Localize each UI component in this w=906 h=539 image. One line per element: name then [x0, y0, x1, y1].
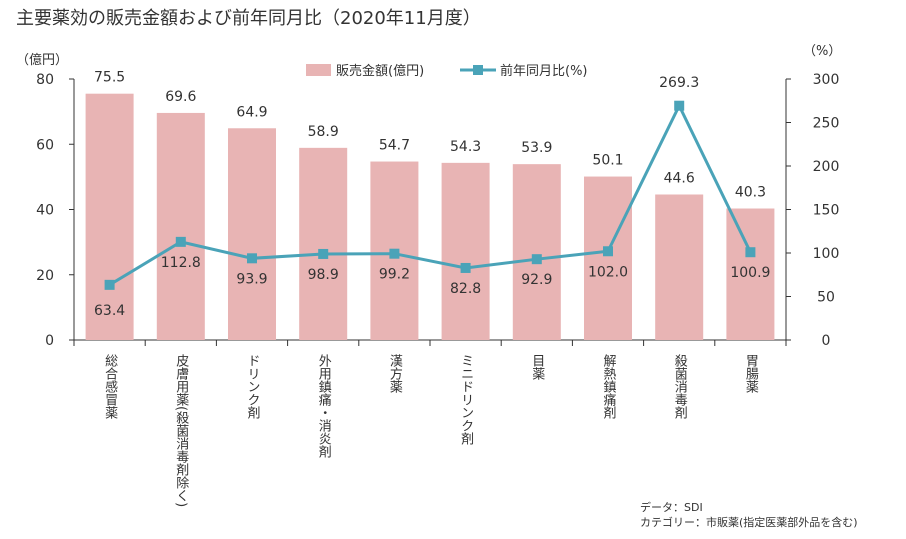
line-value-label: 82.8	[450, 281, 481, 297]
line-marker	[104, 279, 115, 290]
line-value-label: 98.9	[308, 267, 339, 283]
bar-value-label: 69.6	[165, 89, 196, 105]
bar-value-label: 58.9	[308, 124, 339, 140]
line-marker	[175, 236, 186, 247]
line-marker	[745, 247, 756, 258]
line-value-label: 102.0	[588, 264, 628, 280]
left-tick-label: 80	[36, 72, 54, 88]
left-tick-label: 20	[36, 268, 54, 284]
left-axis-unit: （億円）	[16, 52, 68, 68]
category-label: 皮膚用薬(殺菌消毒剤除く)	[173, 354, 189, 507]
bar-value-label: 75.5	[94, 70, 125, 86]
category-label: 胃腸薬	[743, 354, 759, 393]
left-tick-label: 60	[36, 137, 54, 153]
right-tick-label: 50	[817, 290, 835, 306]
bar-value-label: 40.3	[735, 185, 766, 201]
line-value-label: 92.9	[521, 272, 552, 288]
bar	[726, 208, 775, 340]
line-marker	[318, 248, 329, 259]
line-marker	[603, 246, 613, 257]
bar-value-label: 53.9	[521, 140, 552, 156]
category-label: 目薬	[529, 354, 545, 380]
category-label: ドリンク剤	[245, 354, 261, 420]
legend-line-marker	[473, 65, 483, 75]
source-note: データ：SDI	[640, 501, 703, 514]
bar-value-label: 50.1	[592, 153, 623, 169]
bar-value-label: 64.9	[236, 104, 267, 120]
right-tick-label: 250	[813, 116, 840, 132]
legend-bar-swatch	[306, 64, 331, 76]
left-tick-label: 40	[36, 203, 54, 219]
right-tick-label: 100	[813, 246, 840, 262]
legend: 販売金額(億円) 前年同月比(%)	[306, 63, 588, 79]
bar	[156, 112, 205, 341]
bar	[228, 128, 276, 340]
category-label: 総合感冒薬	[102, 354, 118, 419]
line-value-label: 99.2	[379, 267, 410, 283]
bars	[85, 93, 775, 341]
left-tick-label: 0	[45, 333, 54, 349]
bar	[655, 194, 704, 340]
line-value-label: 112.8	[161, 255, 201, 271]
bar-value-label: 54.3	[450, 139, 481, 155]
category-label: ミニドリンク剤	[458, 354, 474, 446]
line-series	[104, 100, 756, 290]
category-label: 解熱鎮痛剤	[601, 354, 617, 420]
category-label: 漢方薬	[387, 354, 403, 393]
source-notes: データ：SDI カテゴリー：市販薬(指定医薬部外品を含む)	[640, 500, 858, 530]
right-tick-label: 0	[822, 333, 831, 349]
legend-bar-label: 販売金額(億円)	[336, 63, 424, 79]
line-marker	[531, 254, 542, 265]
line-value-label: 93.9	[236, 271, 267, 287]
line-labels: 63.4 112.8 93.9 98.9 99.2 82.8 92.9 102.0 269.3 1…	[94, 75, 770, 319]
bar	[299, 147, 348, 340]
category-note: カテゴリー：市販薬(指定医薬部外品を含む)	[640, 516, 858, 529]
category-label: 外用鎮痛・消炎剤	[316, 354, 332, 459]
line-path	[108, 102, 752, 287]
line-value-label: 100.9	[730, 265, 770, 281]
line-marker	[389, 248, 400, 259]
bar-value-label: 44.6	[664, 170, 695, 186]
bar	[512, 164, 561, 340]
right-axis: 0 50 100 150 200 250 300	[785, 72, 840, 349]
chart-title: 主要薬効の販売金額および前年同月比（2020年11月度）	[16, 8, 481, 29]
right-tick-label: 200	[813, 159, 840, 175]
category-labels: 総合感冒薬 皮膚用薬(殺菌消毒剤除く) ドリンク剤 外用鎮痛・消炎剤 漢方薬 ミニドリンク…	[102, 354, 758, 507]
bar	[85, 93, 134, 341]
bar-value-label: 54.7	[379, 138, 410, 154]
right-tick-label: 300	[813, 72, 840, 88]
category-label: 殺菌消毒剤	[672, 354, 688, 420]
line-value-label: 269.3	[659, 75, 699, 91]
line-marker	[460, 262, 471, 273]
legend-line-label: 前年同月比(%)	[500, 63, 588, 79]
bar-labels: 75.5 69.6 64.9 58.9 54.7 54.3 53.9 50.1 44.6 40.3	[94, 70, 766, 201]
line-value-label: 63.4	[94, 303, 125, 319]
bar	[584, 176, 632, 340]
right-tick-label: 150	[813, 203, 840, 219]
bar	[441, 162, 490, 340]
right-axis-unit: （%）	[803, 44, 841, 59]
line-marker	[247, 253, 257, 264]
line-marker	[674, 100, 685, 111]
